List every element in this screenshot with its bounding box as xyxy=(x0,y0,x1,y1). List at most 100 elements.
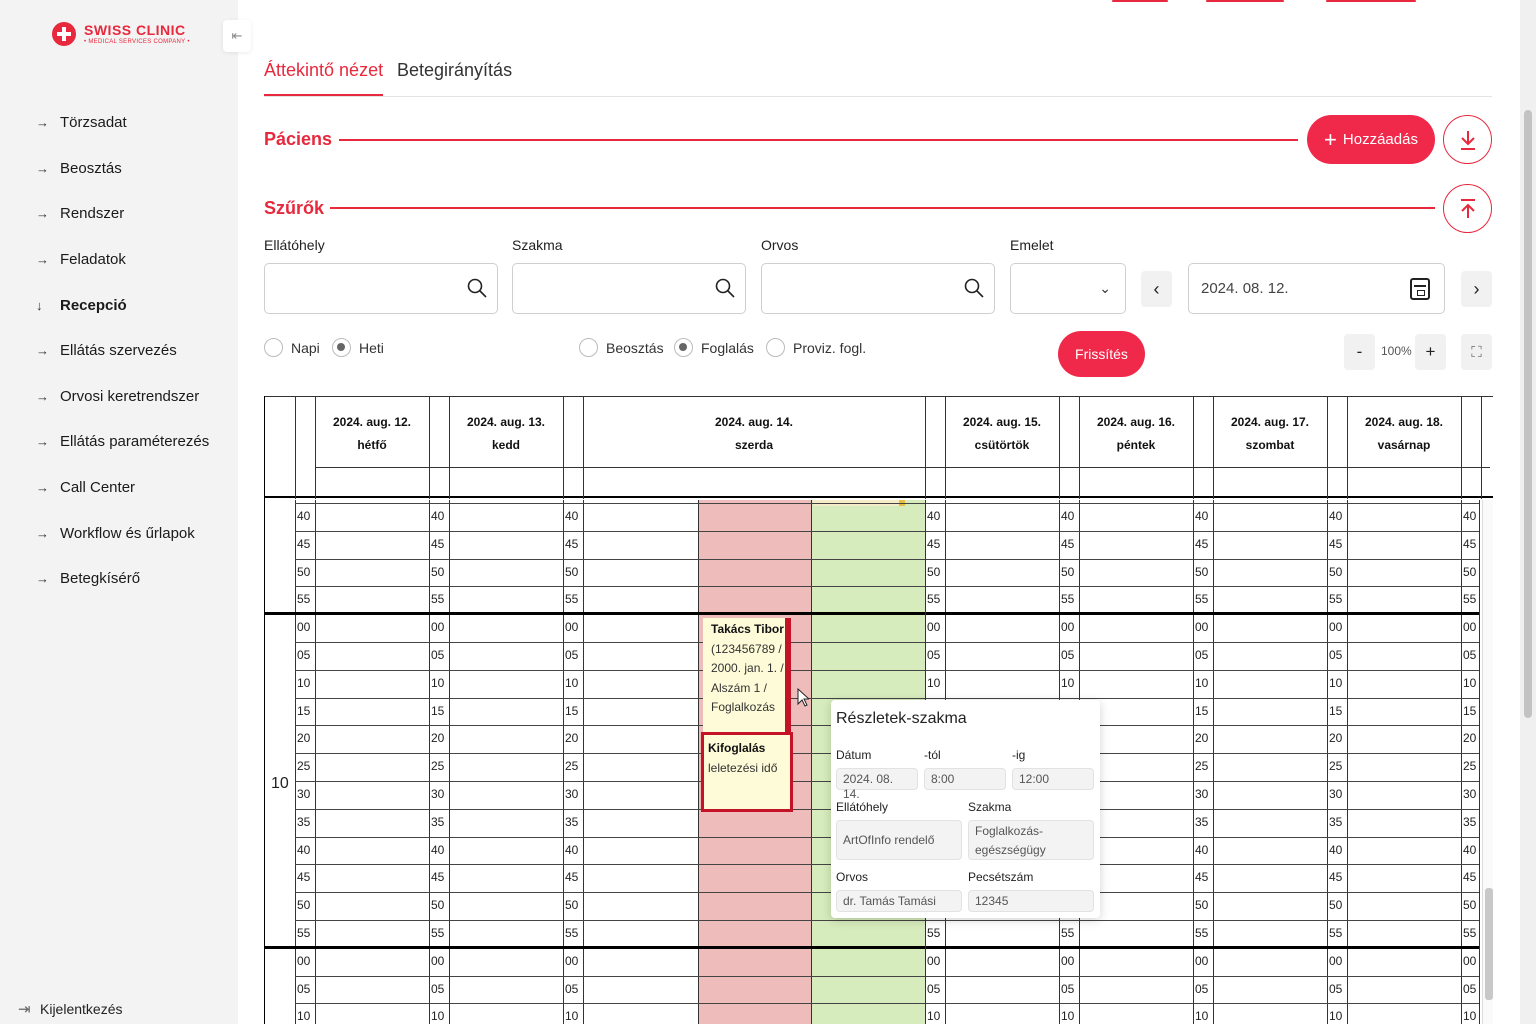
day-weekday: vasárnap xyxy=(1377,438,1431,452)
sidebar-nav: → Törzsadat → Beosztás → Rendszer → Feladatok ↓ R… xyxy=(36,100,209,602)
chevron-down-icon: ⌄ xyxy=(1099,280,1111,296)
sidebar-item[interactable]: → Törzsadat xyxy=(36,100,209,146)
radio-button[interactable] xyxy=(264,338,283,357)
next-week-button[interactable]: › xyxy=(1461,271,1492,307)
arrow-up-to-line-icon xyxy=(1460,198,1475,218)
day-date: 2024. aug. 14. xyxy=(714,415,794,429)
radio-daily[interactable]: Napi xyxy=(264,338,320,357)
day-date: 2024. aug. 18. xyxy=(1364,415,1444,429)
chevron-left-icon: ‹ xyxy=(1153,278,1160,299)
search-icon xyxy=(467,278,487,298)
day-header[interactable]: 2024. aug. 12. hétfő xyxy=(315,411,429,457)
radio-button[interactable] xyxy=(674,338,693,357)
day-header[interactable]: 2024. aug. 14. szerda xyxy=(583,411,925,457)
sidebar-item[interactable]: → Beosztás xyxy=(36,146,209,192)
zoom-out-button[interactable]: - xyxy=(1344,334,1375,370)
minute-label: 10 xyxy=(1195,675,1209,690)
download-button[interactable] xyxy=(1443,115,1492,164)
mouse-cursor-icon xyxy=(797,688,809,707)
calendar-icon[interactable] xyxy=(1410,278,1430,300)
minute-label: 55 xyxy=(565,926,579,940)
minute-label: 55 xyxy=(1061,926,1075,940)
sidebar-item-label: Betegkísérő xyxy=(60,570,141,588)
radio-provisional[interactable]: Proviz. fogl. xyxy=(766,338,866,357)
floor-label: Emelet xyxy=(1010,237,1054,253)
specialty-label: Szakma xyxy=(512,237,563,253)
zoom-in-button[interactable]: + xyxy=(1415,334,1446,370)
page-scrollbar-thumb[interactable] xyxy=(1524,110,1532,718)
blocked-slot-card[interactable]: Kifoglalás leletezési idő xyxy=(701,732,793,812)
tab-overview[interactable]: Áttekintő nézet xyxy=(264,60,384,96)
specialty-input[interactable] xyxy=(512,263,746,314)
day-header[interactable]: 2024. aug. 13. kedd xyxy=(449,411,563,457)
collapse-filters-button[interactable] xyxy=(1443,184,1492,233)
sidebar-item[interactable]: → Workflow és űrlapok xyxy=(36,510,209,556)
day-header[interactable]: 2024. aug. 17. szombat xyxy=(1213,411,1327,457)
booking-card[interactable]: Takács Tibor (123456789 / 2000. jan. 1. … xyxy=(703,618,791,736)
tooltip-date-label: Dátum xyxy=(836,748,872,762)
collapse-icon: ⇤ xyxy=(231,28,243,43)
day-header[interactable]: 2024. aug. 16. péntek xyxy=(1079,411,1193,457)
sidebar-item[interactable]: → Rendszer xyxy=(36,191,209,237)
minute-label: 05 xyxy=(565,981,579,996)
booking-detail: Alszám 1 / xyxy=(711,680,768,695)
minute-label: 35 xyxy=(1329,814,1343,829)
sidebar-item-label: Ellátás paraméterezés xyxy=(60,433,210,451)
radio-schedule[interactable]: Beosztás xyxy=(579,338,664,357)
minute-label: 55 xyxy=(297,592,311,607)
sidebar-item[interactable]: → Call Center xyxy=(36,465,209,511)
minute-label: 45 xyxy=(565,536,579,551)
radio-weekly[interactable]: Heti xyxy=(332,338,384,357)
tooltip-specialty-field: Foglalkozás-egészségügy xyxy=(968,820,1094,860)
sidebar-item[interactable]: → Ellátás szervezés xyxy=(36,328,209,374)
radio-booking[interactable]: Foglalás xyxy=(674,338,754,357)
sidebar-item-label: Ellátás szervezés xyxy=(60,342,177,360)
refresh-button[interactable]: Frissítés xyxy=(1058,331,1145,377)
minute-label: 45 xyxy=(927,536,941,551)
minute-label: 55 xyxy=(1329,592,1343,607)
doctor-input[interactable] xyxy=(761,263,995,314)
floor-select[interactable]: ⌄ xyxy=(1010,263,1126,314)
page-scrollbar[interactable] xyxy=(1520,0,1536,1024)
logout-button[interactable]: ⇥ Kijelentkezés xyxy=(18,1000,123,1018)
arrow-right-icon: → xyxy=(36,480,49,496)
minute-label: 10 xyxy=(1463,1009,1477,1024)
arrow-right-icon: → xyxy=(36,434,49,450)
minute-label: 55 xyxy=(1463,926,1477,940)
minute-label: 55 xyxy=(297,926,311,940)
date-input[interactable]: 2024. 08. 12. xyxy=(1188,263,1445,314)
details-tooltip: Részletek-szakma Dátum -tól -ig 2024. 08… xyxy=(831,700,1100,918)
radio-button[interactable] xyxy=(766,338,785,357)
tab-patient-routing[interactable]: Betegirányítás xyxy=(397,60,513,80)
minute-label: 10 xyxy=(565,675,579,690)
header-scrollbar[interactable] xyxy=(1482,399,1493,467)
sidebar-item[interactable]: ↓ Recepció xyxy=(36,282,209,328)
clinic-logo[interactable]: SWISS CLINIC • MEDICAL SERVICES COMPANY … xyxy=(52,22,190,46)
day-header[interactable]: 2024. aug. 15. csütörtök xyxy=(945,411,1059,457)
prev-week-button[interactable]: ‹ xyxy=(1141,271,1172,307)
sidebar-item[interactable]: → Betegkísérő xyxy=(36,556,209,602)
arrow-right-icon: → xyxy=(36,252,49,268)
calendar-scrollbar-thumb[interactable] xyxy=(1485,888,1493,1000)
location-input[interactable] xyxy=(264,263,498,314)
minute-label: 35 xyxy=(297,814,311,829)
sidebar-item[interactable]: → Feladatok xyxy=(36,237,209,283)
arrow-right-icon: → xyxy=(36,388,49,404)
calendar-scrollbar[interactable] xyxy=(1482,500,1493,1024)
radio-weekly-label: Heti xyxy=(359,339,384,356)
minute-label: 00 xyxy=(297,953,311,968)
radio-button[interactable] xyxy=(579,338,598,357)
collapse-sidebar-button[interactable]: ⇤ xyxy=(223,20,251,52)
tooltip-from-field: 8:00 xyxy=(924,768,1006,790)
minute-label: 35 xyxy=(1195,814,1209,829)
fullscreen-button[interactable]: ⛶ xyxy=(1461,334,1492,370)
sidebar-item[interactable]: → Orvosi keretrendszer xyxy=(36,374,209,420)
radio-button[interactable] xyxy=(332,338,351,357)
day-header[interactable]: 2024. aug. 18. vasárnap xyxy=(1347,411,1461,457)
sidebar-item[interactable]: → Ellátás paraméterezés xyxy=(36,419,209,465)
minute-label: 50 xyxy=(297,898,311,913)
add-patient-button[interactable]: + Hozzáadás xyxy=(1307,115,1435,164)
minute-label: 55 xyxy=(1329,926,1343,940)
patient-section-divider xyxy=(339,139,1298,141)
minute-label: 20 xyxy=(1463,731,1477,746)
